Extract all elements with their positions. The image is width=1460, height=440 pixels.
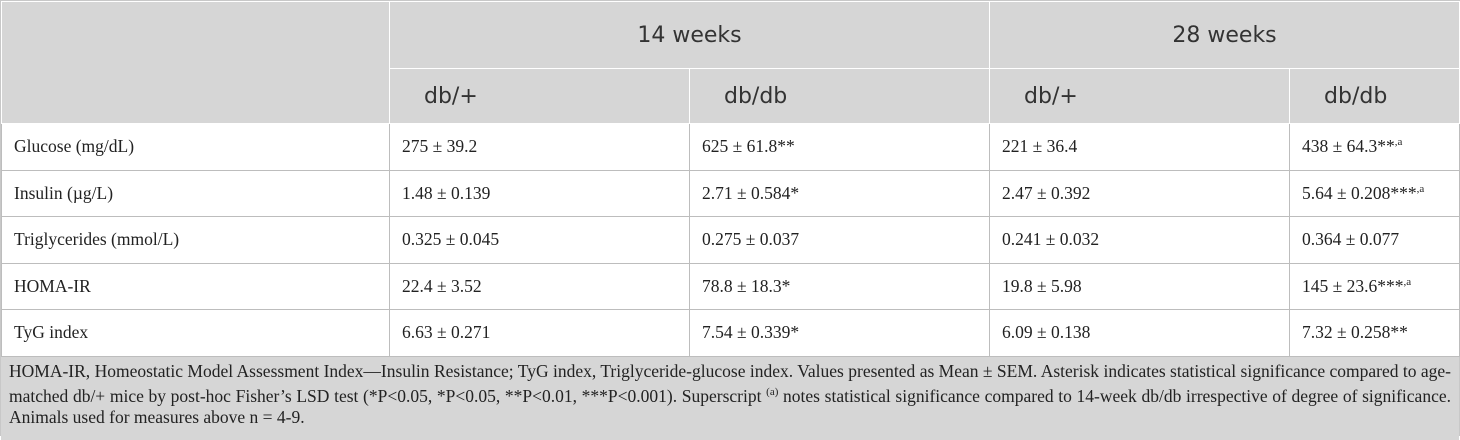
data-cell: 7.54 ± 0.339*: [688, 309, 991, 357]
cell-value: 6.09 ± 0.138: [1002, 322, 1091, 343]
data-cell: 275 ± 39.2: [389, 123, 690, 171]
data-cell: 6.09 ± 0.138: [989, 309, 1291, 357]
group-header: 28 weeks: [989, 1, 1460, 69]
cell-value: 0.364 ± 0.077: [1302, 229, 1400, 250]
cell-value: 0.275 ± 0.037: [702, 229, 800, 250]
group-header: 14 weeks: [388, 1, 991, 69]
column-header: db/db: [688, 68, 991, 124]
column-header: db/db: [1289, 68, 1460, 124]
data-cell: 22.4 ± 3.52: [389, 262, 690, 310]
data-cell: 0.275 ± 0.037: [688, 216, 991, 264]
row-label: Insulin (µg/L): [1, 169, 390, 217]
data-cell: 1.48 ± 0.139: [389, 169, 690, 217]
cell-value: 2.47 ± 0.392: [1002, 182, 1091, 203]
cell-value: 275 ± 39.2: [402, 136, 478, 157]
data-cell: 0.325 ± 0.045: [389, 216, 690, 264]
data-cell: 19.8 ± 5.98: [989, 262, 1291, 310]
table-body: Glucose (mg/dL) 275 ± 39.2 625 ± 61.8** 221…: [1, 123, 1460, 357]
footnote: HOMA-IR, Homeostatic Model Assessment In…: [1, 356, 1459, 440]
corner-cell: [1, 1, 390, 124]
row-label: TyG index: [1, 309, 390, 357]
data-cell: 625 ± 61.8**: [688, 123, 991, 171]
cell-value: 1.48 ± 0.139: [402, 182, 491, 203]
cell-value: 0.325 ± 0.045: [402, 229, 500, 250]
data-cell: 438 ± 64.3**,a: [1289, 123, 1460, 171]
data-cell: 0.241 ± 0.032: [989, 216, 1291, 264]
data-row: Glucose (mg/dL) 275 ± 39.2 625 ± 61.8** 221…: [1, 123, 1460, 171]
data-row: TyG index 6.63 ± 0.271 7.54 ± 0.339* 6.09 ±…: [1, 309, 1460, 357]
column-header: db/+: [989, 68, 1291, 124]
data-cell: 145 ± 23.6***,a: [1289, 262, 1460, 310]
cell-superscript: ,a: [1416, 182, 1425, 195]
data-cell: 0.364 ± 0.077: [1289, 216, 1460, 264]
row-label: Triglycerides (mmol/L): [1, 216, 390, 264]
data-cell: 221 ± 36.4: [989, 123, 1291, 171]
footnote-text: notes statistical significance compared …: [9, 385, 1451, 428]
row-label: HOMA-IR: [1, 262, 390, 310]
footnote-text: HOMA-IR, Homeostatic Model Assessment In…: [9, 360, 1451, 406]
cell-value: 7.54 ± 0.339*: [702, 322, 800, 343]
data-row: Triglycerides (mmol/L) 0.325 ± 0.045 0.275…: [1, 216, 1460, 264]
data-table: 14 weeks 28 weeks db/+ db/db db/+ db/db Gluco…: [1, 1, 1460, 357]
data-cell: 7.32 ± 0.258**: [1289, 309, 1460, 357]
data-cell: 2.47 ± 0.392: [989, 169, 1291, 217]
cell-value: 0.241 ± 0.032: [1002, 229, 1100, 250]
header-row: 14 weeks 28 weeks: [1, 1, 1460, 124]
data-cell: 2.71 ± 0.584*: [688, 169, 991, 217]
cell-value: 22.4 ± 3.52: [402, 275, 482, 296]
data-cell: 5.64 ± 0.208***,a: [1289, 169, 1460, 217]
cell-superscript: ,a: [1403, 275, 1412, 288]
row-label: Glucose (mg/dL): [1, 123, 390, 171]
table-head: 14 weeks 28 weeks db/+ db/db db/+ db/db: [1, 1, 1460, 124]
cell-value: 6.63 ± 0.271: [402, 322, 491, 343]
cell-value: 5.64 ± 0.208***: [1302, 182, 1417, 203]
cell-value: 7.32 ± 0.258**: [1302, 322, 1408, 343]
cell-superscript: ,a: [1394, 136, 1403, 149]
data-cell: 6.63 ± 0.271: [389, 309, 690, 357]
cell-value: 78.8 ± 18.3*: [702, 275, 791, 296]
cell-value: 438 ± 64.3**: [1302, 136, 1395, 157]
footnote-superscript: (a): [766, 386, 779, 398]
cell-value: 145 ± 23.6***: [1302, 275, 1404, 296]
subheader-row: db/+ db/db db/+ db/db: [2, 68, 1460, 124]
cell-value: 221 ± 36.4: [1002, 136, 1078, 157]
cell-value: 19.8 ± 5.98: [1002, 275, 1082, 296]
column-header: db/+: [389, 68, 690, 124]
data-row: Insulin (µg/L) 1.48 ± 0.139 2.71 ± 0.584* 2…: [1, 169, 1460, 217]
cell-value: 625 ± 61.8**: [702, 136, 795, 157]
data-cell: 78.8 ± 18.3*: [688, 262, 991, 310]
data-row: HOMA-IR 22.4 ± 3.52 78.8 ± 18.3* 19.8 ± 5.9…: [1, 262, 1460, 310]
cell-value: 2.71 ± 0.584*: [702, 182, 800, 203]
